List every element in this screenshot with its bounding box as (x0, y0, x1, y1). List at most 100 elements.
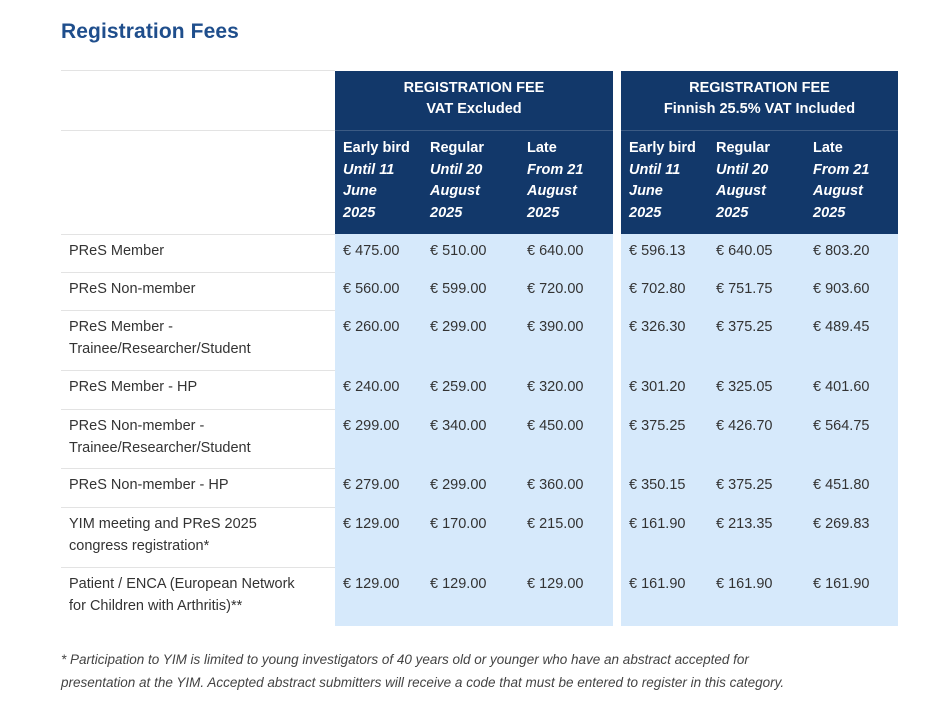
footnote-line: presentation at the YIM. Accepted abstra… (61, 675, 785, 690)
fee-cell: € 560.00 (343, 281, 400, 297)
column-header-label: Late (813, 140, 843, 156)
fee-cell: € 170.00 (430, 516, 487, 532)
row-label: PReS Non-member - Trainee/Researcher/Stud… (69, 415, 251, 459)
fee-cell: € 326.30 (629, 319, 686, 335)
fee-cell: € 161.90 (813, 576, 870, 592)
fee-cell: € 903.60 (813, 281, 870, 297)
row-label-line: Trainee/Researcher/Student (69, 341, 251, 357)
row-label: PReS Member - Trainee/Researcher/Student (69, 316, 251, 360)
group-header-subtitle: Finnish 25.5% VAT Included (663, 101, 856, 117)
column-header-period: From 21 (813, 161, 870, 178)
fee-cell: € 489.45 (813, 319, 870, 335)
header-divider (61, 130, 335, 131)
row-divider (61, 409, 335, 410)
vat-included-header-block (621, 71, 898, 234)
row-divider (61, 507, 335, 508)
fee-cell: € 299.00 (430, 477, 487, 493)
column-header-label: Late (527, 140, 557, 156)
column-header-incl-0: Early bird Until 11 June 2025 (629, 138, 696, 224)
fee-cell: € 279.00 (343, 477, 400, 493)
fee-cell: € 161.90 (716, 576, 773, 592)
fee-cell: € 320.00 (527, 379, 584, 395)
row-divider (61, 234, 335, 235)
column-header-period: June (629, 183, 663, 199)
fee-cell: € 129.00 (527, 576, 584, 592)
group-header-title: REGISTRATION FEE (689, 80, 830, 96)
fee-cell: € 596.13 (629, 243, 686, 259)
fee-cell: € 129.00 (430, 576, 487, 592)
fee-cell: € 510.00 (430, 243, 487, 259)
fee-cell: € 390.00 (527, 319, 584, 335)
row-label-line: Patient / ENCA (European Network (69, 576, 295, 592)
column-header-period: 2025 (430, 204, 463, 221)
group-header-separator (621, 130, 898, 131)
row-divider (61, 370, 335, 371)
row-label-line: PReS Non-member (69, 281, 196, 297)
fee-cell: € 129.00 (343, 516, 400, 532)
column-header-excl-2: Late From 21 August 2025 (527, 138, 583, 224)
row-label-line: congress registration* (69, 538, 210, 554)
row-label-line: PReS Member (69, 243, 165, 259)
column-header-period: 2025 (343, 204, 376, 221)
row-label-line: YIM meeting and PReS 2025 (69, 516, 257, 532)
fee-cell: € 269.83 (813, 516, 870, 532)
fee-cell: € 451.80 (813, 477, 870, 493)
fee-cell: € 803.20 (813, 243, 870, 259)
row-label-line: PReS Member - (69, 319, 173, 335)
fee-cell: € 340.00 (430, 418, 487, 434)
fee-cell: € 599.00 (430, 281, 487, 297)
column-header-incl-2: Late From 21 August 2025 (813, 138, 869, 224)
fee-cell: € 161.90 (629, 576, 686, 592)
group-header-subtitle: VAT Excluded (426, 101, 522, 117)
row-label-line: PReS Non-member - (69, 418, 205, 434)
fee-cell: € 299.00 (343, 418, 400, 434)
column-header-label: Early bird (343, 140, 410, 156)
fee-cell: € 215.00 (527, 516, 584, 532)
column-header-label: Regular (716, 140, 770, 156)
group-header-title: REGISTRATION FEE (403, 80, 545, 96)
column-header-period: June (343, 183, 377, 199)
row-label: PReS Member - HP (69, 376, 197, 398)
column-header-period: Until 11 (629, 161, 681, 178)
row-divider (61, 468, 335, 469)
page-title: Registration Fees (61, 20, 239, 43)
row-divider (61, 567, 335, 568)
fee-cell: € 360.00 (527, 477, 584, 493)
row-label-line: PReS Non-member - HP (69, 477, 229, 493)
column-header-period: From 21 (527, 161, 584, 178)
column-header-period: August (430, 183, 480, 199)
vat-included-group-header: REGISTRATION FEE Finnish 25.5% VAT Inclu… (621, 78, 898, 120)
fee-cell: € 401.60 (813, 379, 870, 395)
vat-excluded-values-block (335, 234, 613, 626)
fee-cell: € 640.05 (716, 243, 773, 259)
column-header-period: Until 11 (343, 161, 395, 178)
row-divider (61, 272, 335, 273)
fee-cell: € 564.75 (813, 418, 870, 434)
vat-excluded-header-block (335, 71, 613, 234)
row-label-line: for Children with Arthritis)** (69, 598, 243, 614)
table-top-divider (61, 70, 335, 71)
column-header-period: 2025 (629, 204, 662, 221)
fee-cell: € 240.00 (343, 379, 400, 395)
fee-cell: € 325.05 (716, 379, 773, 395)
column-header-period: 2025 (527, 204, 560, 221)
footnote-line: * Participation to YIM is limited to you… (61, 652, 749, 667)
row-label: PReS Non-member - HP (69, 474, 229, 496)
column-header-label: Regular (430, 140, 484, 156)
fee-cell: € 129.00 (343, 576, 400, 592)
fee-cell: € 259.00 (430, 379, 487, 395)
fee-cell: € 375.25 (716, 319, 773, 335)
fee-cell: € 751.75 (716, 281, 773, 297)
fee-cell: € 702.80 (629, 281, 686, 297)
column-header-period: August (527, 183, 577, 199)
fee-cell: € 375.25 (716, 477, 773, 493)
column-header-period: August (716, 183, 766, 199)
row-label-line: Trainee/Researcher/Student (69, 440, 251, 456)
column-header-excl-1: Regular Until 20 August 2025 (430, 138, 484, 224)
column-header-incl-1: Regular Until 20 August 2025 (716, 138, 770, 224)
fee-cell: € 720.00 (527, 281, 584, 297)
vat-included-values-block (621, 234, 898, 626)
fee-cell: € 640.00 (527, 243, 584, 259)
fee-cell: € 299.00 (430, 319, 487, 335)
fee-cell: € 426.70 (716, 418, 773, 434)
